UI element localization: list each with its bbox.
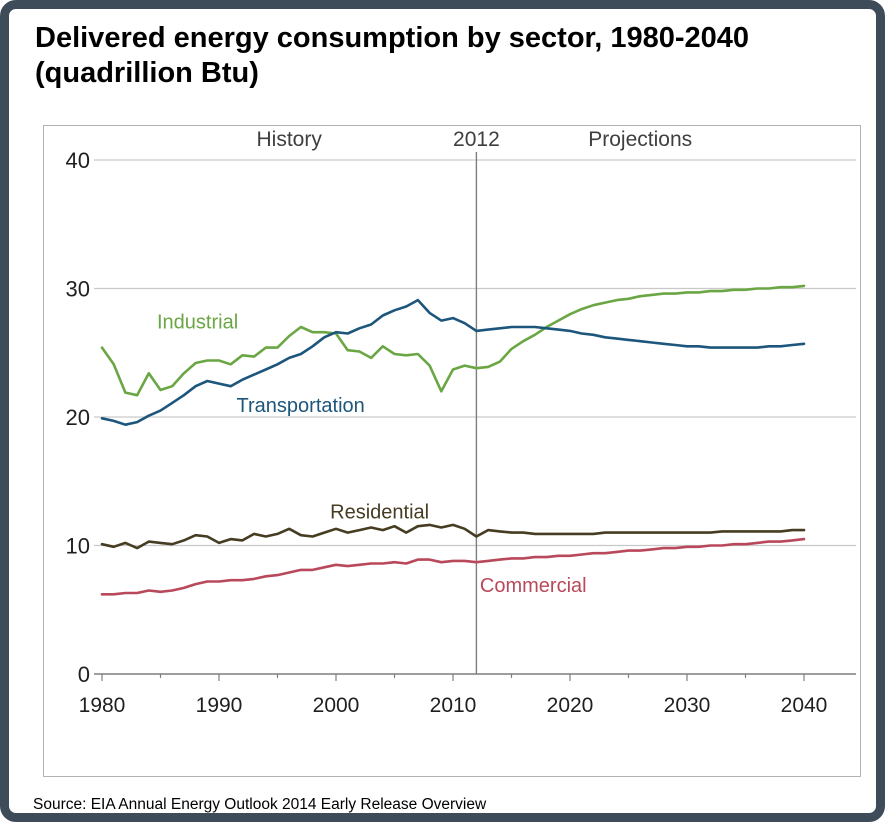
series-line-residential <box>100 523 806 550</box>
y-axis-label-40: 40 <box>66 148 90 173</box>
header-label-projections: Projections <box>588 128 692 151</box>
x-axis-label-1980: 1980 <box>79 694 126 717</box>
x-axis-label-2040: 2040 <box>781 694 828 717</box>
y-axis-label-10: 10 <box>66 534 90 559</box>
chart-title: Delivered energy consumption by sector, … <box>35 21 856 92</box>
series-label-residential: Residential <box>330 502 429 524</box>
chart-title-line2: (quadrillion Btu) <box>35 57 259 90</box>
series-line-transportation <box>100 298 806 427</box>
x-axis-label-2020: 2020 <box>547 694 594 717</box>
header-label-history: History <box>257 128 323 151</box>
y-axis-label-30: 30 <box>66 277 90 302</box>
series-label-industrial: Industrial <box>157 311 238 333</box>
x-axis-label-2030: 2030 <box>664 694 711 717</box>
x-axis-label-2010: 2010 <box>430 694 477 717</box>
y-axis-label-20: 20 <box>66 405 90 430</box>
series-line-commercial <box>100 537 806 596</box>
y-axis-label-0: 0 <box>78 662 90 687</box>
x-axis-label-1990: 1990 <box>196 694 243 717</box>
x-axis-label-2000: 2000 <box>313 694 360 717</box>
chart-area: 0 10 20 30 40 1980 1990 2000 2010 2020 2030 2040 His… <box>43 125 861 777</box>
series-label-transportation: Transportation <box>237 395 365 417</box>
source-note: Source: EIA Annual Energy Outlook 2014 E… <box>33 796 487 813</box>
header-label-divider-year: 2012 <box>453 128 500 151</box>
series-line-industrial <box>100 284 806 397</box>
chart-title-line1: Delivered energy consumption by sector, … <box>35 22 750 54</box>
series-label-commercial: Commercial <box>480 575 587 597</box>
